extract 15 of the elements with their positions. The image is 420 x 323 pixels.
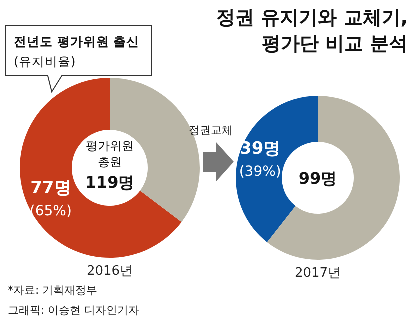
data-label: 77명 (65%) [30,178,72,220]
text: 2017년 [294,266,342,281]
text: 2016년 [86,264,134,279]
chart-title: 정권 유지기와 교체기, 평가단 비교 분석 [216,7,408,55]
text: *자료: 기획재정부 [8,284,98,297]
text: 정권교체 [189,124,233,137]
text: 그래픽: 이승현 디자인기자 [8,304,140,317]
data-label: 39명 (39%) [239,139,282,180]
donut-slice [20,78,182,258]
text: 119명 [85,173,135,192]
text: 평가위원 [86,139,134,153]
text: 99명 [298,169,338,188]
text: 총원 [98,155,122,169]
text: 전년도 평가위원 출신 [14,34,140,49]
text: (유지비율) [14,54,76,69]
